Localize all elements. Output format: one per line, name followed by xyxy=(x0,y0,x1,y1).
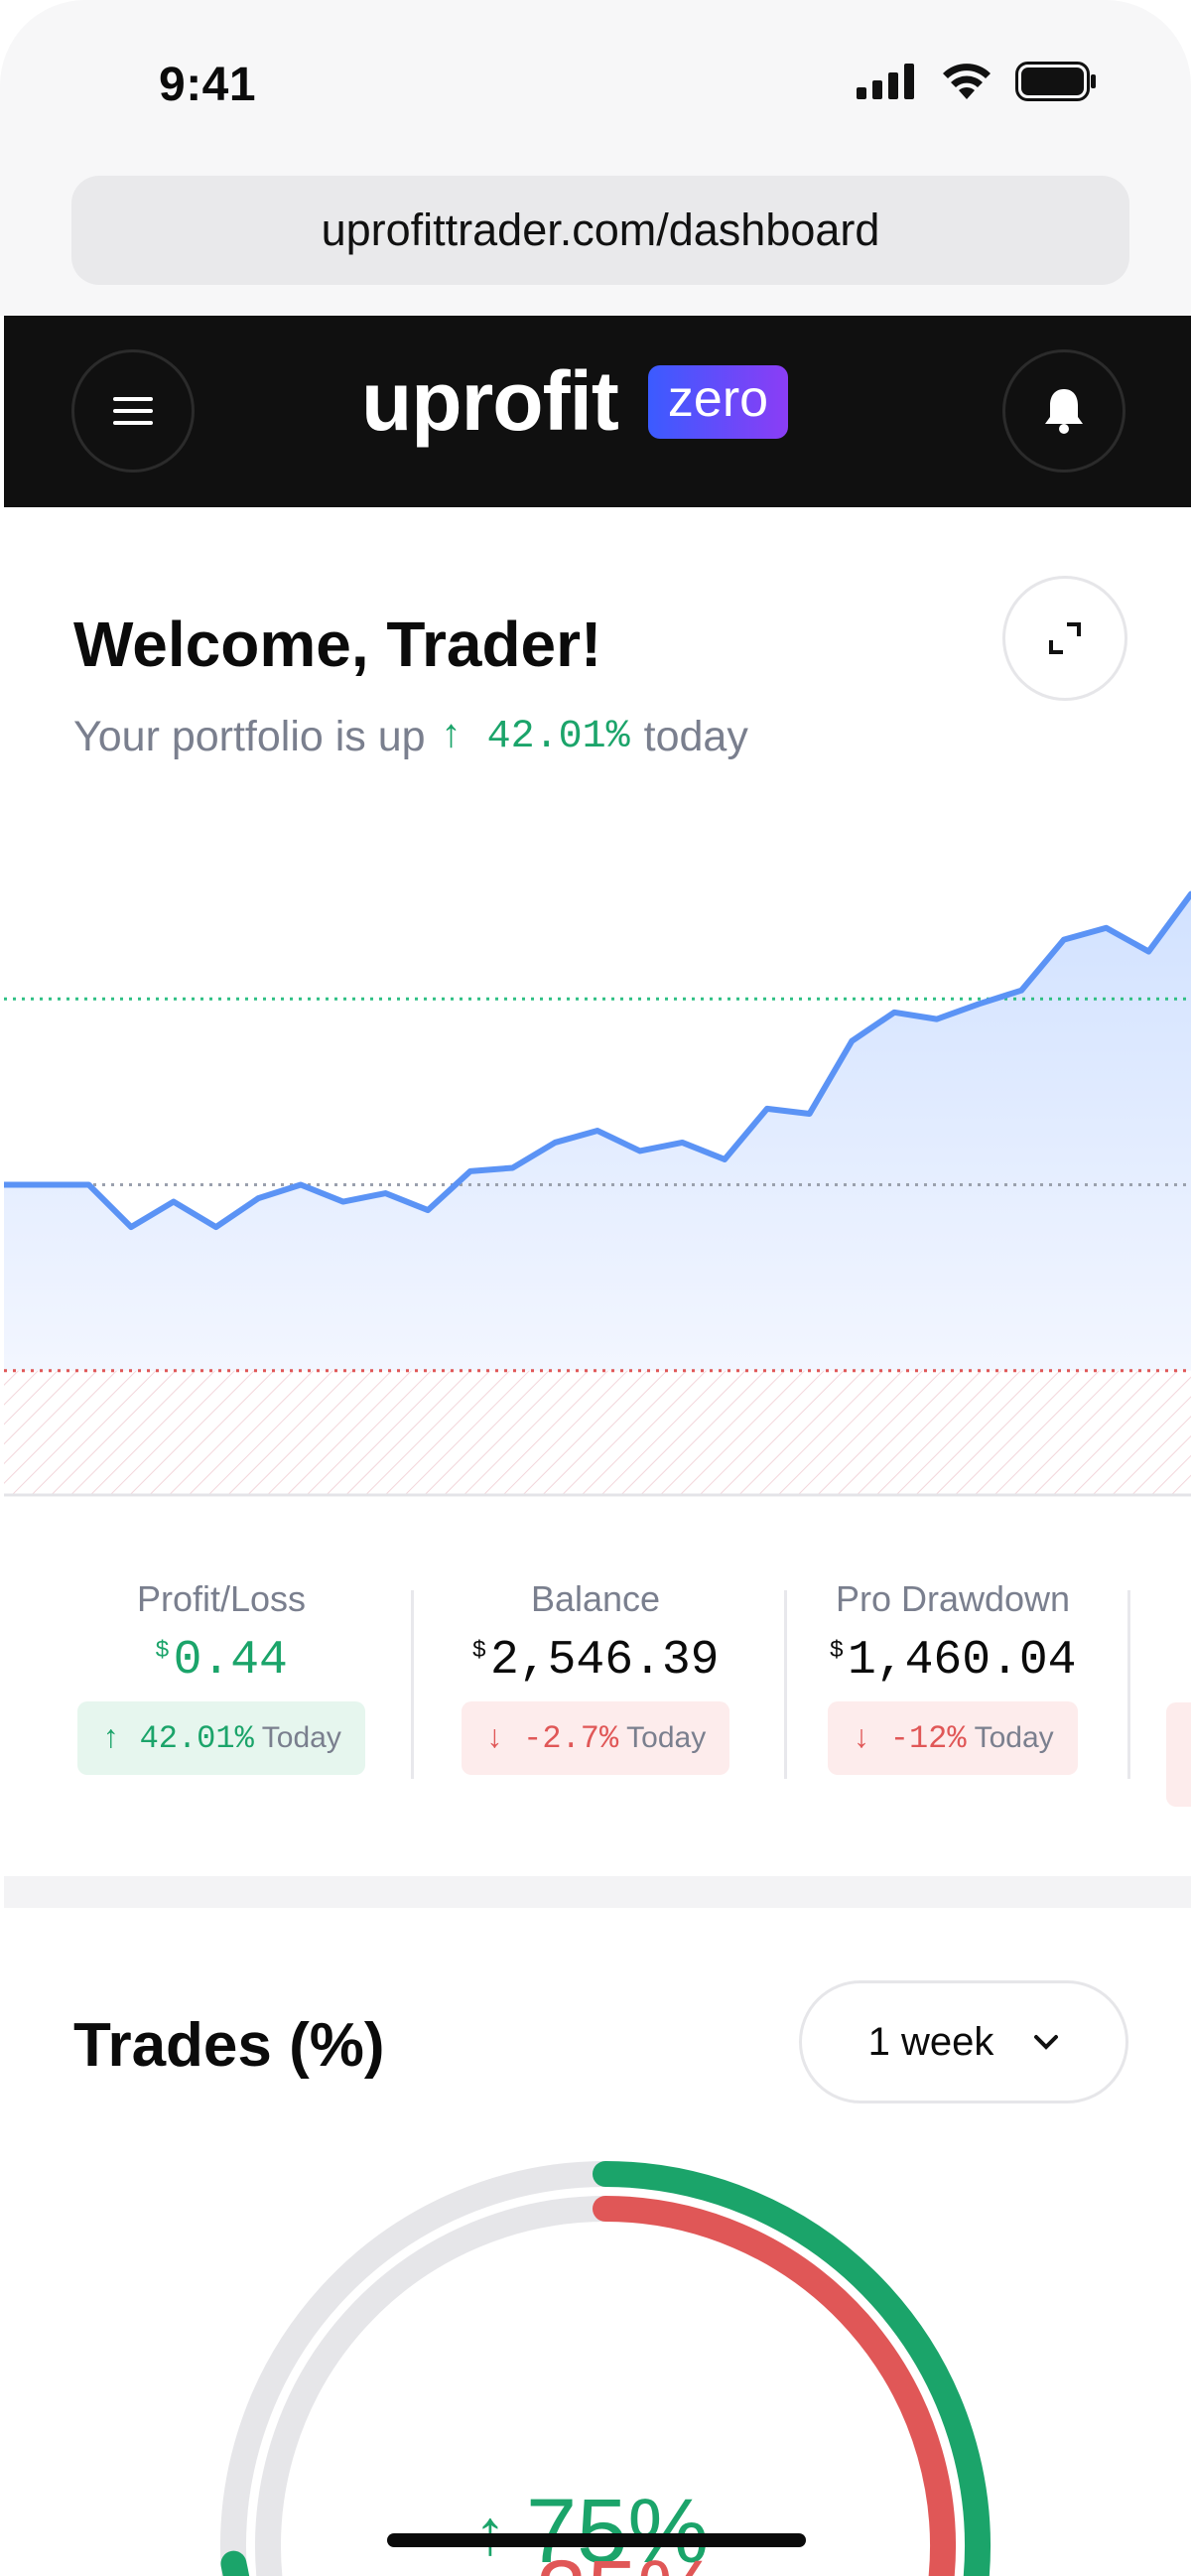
bell-icon xyxy=(1045,389,1083,434)
stat-value: $1,460.04 xyxy=(829,1634,1077,1688)
trades-title: Trades (%) xyxy=(73,2011,385,2080)
hamburger-icon xyxy=(113,397,153,425)
logo-text: uprofit xyxy=(361,354,619,448)
stat-next-peek xyxy=(1166,1702,1191,1807)
uprofit-logo: uprofit zero xyxy=(361,353,789,450)
notifications-button[interactable] xyxy=(1002,349,1125,473)
portfolio-chart xyxy=(4,890,1191,1497)
stat-change-badge: ↓ -12% Today xyxy=(828,1701,1078,1775)
stat-value: $0.44 xyxy=(155,1634,288,1688)
gauge-inner-track xyxy=(255,2196,618,2576)
gauge-outer-track xyxy=(220,2161,618,2576)
stat-profit-loss: Profit/Loss $0.44 ↑ 42.01% Today xyxy=(38,1578,405,1775)
browser-bar: uprofittrader.com/dashboard xyxy=(0,159,1191,316)
summary-change: ↑ 42.01% xyxy=(439,715,630,759)
range-dropdown[interactable]: 1 week xyxy=(799,1980,1128,2103)
menu-button[interactable] xyxy=(71,349,195,473)
summary-prefix: Your portfolio is up xyxy=(73,713,426,760)
stat-divider xyxy=(1127,1590,1130,1779)
stat-balance: Balance $2,546.39 ↓ -2.7% Today xyxy=(412,1578,779,1775)
series-line xyxy=(4,890,1191,1231)
gauge-win-arc xyxy=(593,2161,991,2576)
win-percentage: ↑ 75% xyxy=(474,2481,710,2576)
zero-badge: zero xyxy=(647,364,789,439)
status-icons xyxy=(857,62,1097,101)
portfolio-summary: Your portfolio is up ↑ 42.01% today xyxy=(73,713,748,761)
range-value: 1 week xyxy=(867,2019,994,2064)
stat-value: $2,546.39 xyxy=(471,1634,720,1688)
expand-icon xyxy=(1049,622,1081,654)
section-separator xyxy=(4,1876,1191,1908)
stat-label: Balance xyxy=(530,1578,661,1619)
stats-row: Profit/Loss $0.44 ↑ 42.01% Today Balance … xyxy=(0,1578,1191,1807)
gauge-win-start-cap xyxy=(220,2550,250,2576)
cellular-signal-icon xyxy=(857,64,914,99)
stat-change-badge: ↑ 42.01% Today xyxy=(77,1701,365,1775)
chevron-down-icon xyxy=(1034,2035,1059,2050)
loss-zone xyxy=(4,1370,1191,1494)
arrow-up-icon: ↑ xyxy=(474,2496,506,2568)
stat-label: Pro Drawdown xyxy=(835,1578,1071,1619)
stat-label: Profit/Loss xyxy=(136,1578,307,1619)
gauge-divider xyxy=(387,2533,806,2547)
url-text: uprofittrader.com/dashboard xyxy=(321,204,880,255)
expand-button[interactable] xyxy=(1002,576,1127,701)
stat-change-badge: ↓ -2.7% Today xyxy=(461,1701,730,1775)
wifi-icon xyxy=(943,64,991,99)
stat-pro-drawdown: Pro Drawdown $1,460.04 ↓ -12% Today xyxy=(769,1578,1136,1775)
trades-gauge xyxy=(220,2161,991,2576)
stat-divider xyxy=(784,1590,787,1779)
stat-divider xyxy=(411,1590,414,1779)
app-header: uprofit zero xyxy=(4,316,1191,507)
welcome-title: Welcome, Trader! xyxy=(73,609,602,680)
url-field[interactable]: uprofittrader.com/dashboard xyxy=(71,176,1129,285)
summary-suffix: today xyxy=(643,713,748,760)
status-time: 9:41 xyxy=(159,59,257,111)
battery-icon xyxy=(1015,62,1096,101)
loss-percentage: 25% xyxy=(536,2541,719,2576)
gauge-loss-arc xyxy=(593,2196,956,2576)
status-bar: 9:41 xyxy=(0,0,1191,159)
